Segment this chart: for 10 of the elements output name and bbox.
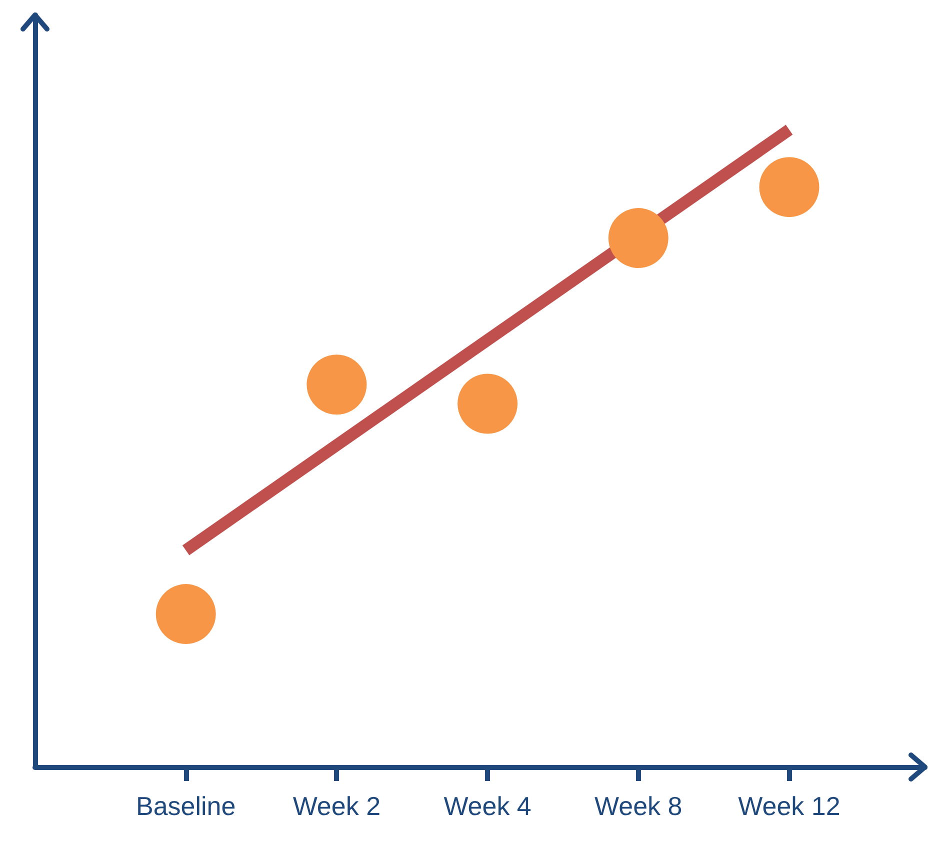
point [458,374,518,434]
point [608,208,668,268]
point [156,584,216,644]
point [759,157,820,218]
x-tick-label: Week 8 [594,791,682,821]
x-tick-label: Week 2 [292,791,381,821]
x-tick-label: Baseline [136,791,236,821]
point [306,354,367,415]
x-tick-label: Week 4 [444,791,532,821]
x-tick-label: Week 12 [738,791,840,821]
